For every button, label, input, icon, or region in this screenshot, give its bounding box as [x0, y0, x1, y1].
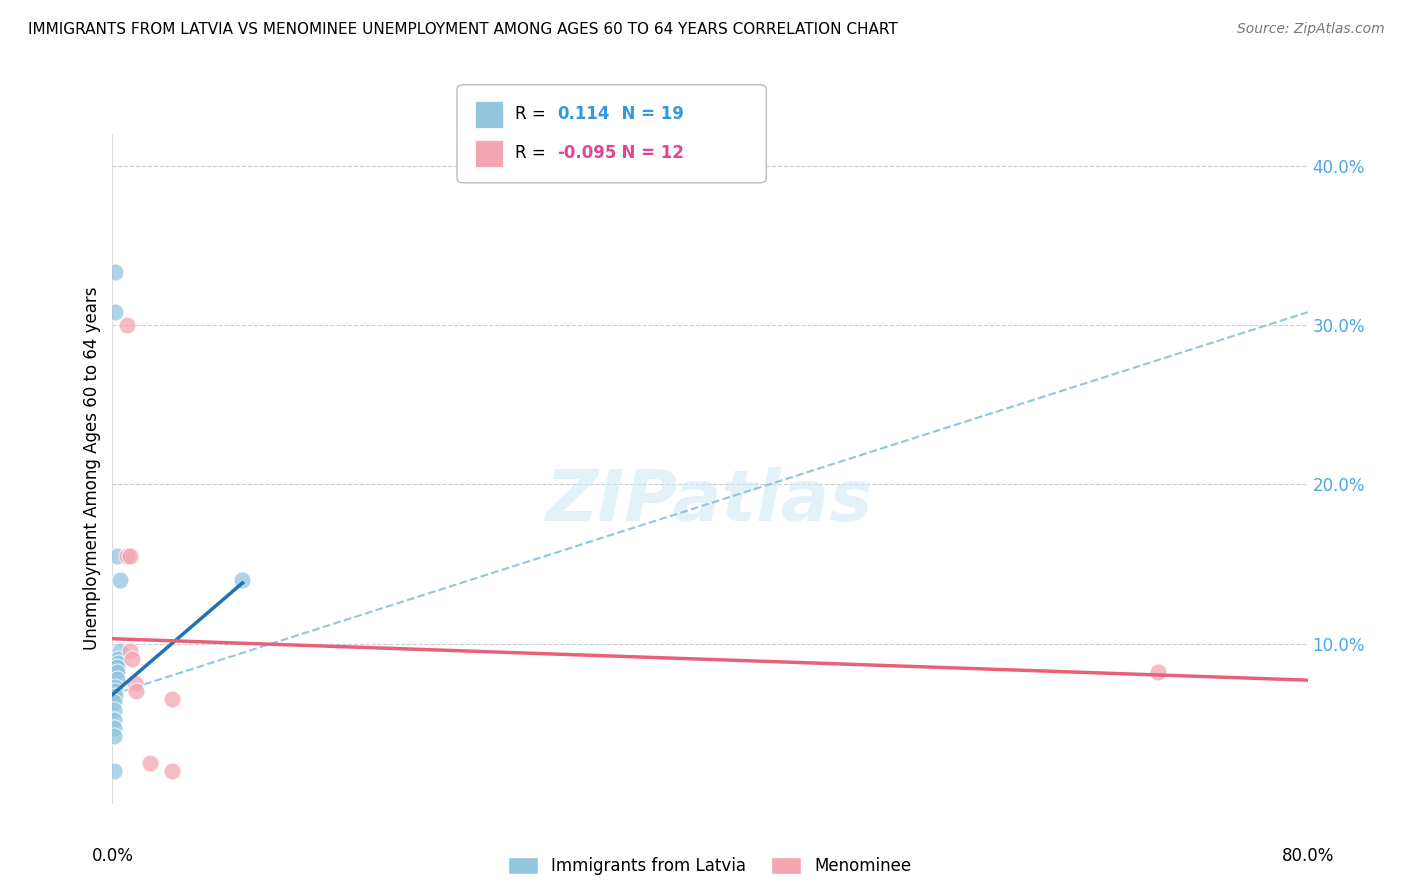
Point: [104, 265, 127, 279]
Text: R =: R =: [515, 145, 546, 162]
Text: 0.0%: 0.0%: [91, 847, 134, 865]
Text: IMMIGRANTS FROM LATVIA VS MENOMINEE UNEMPLOYMENT AMONG AGES 60 TO 64 YEARS CORRE: IMMIGRANTS FROM LATVIA VS MENOMINEE UNEM…: [28, 22, 898, 37]
Point: [231, 573, 253, 587]
Text: 80.0%: 80.0%: [1281, 847, 1334, 865]
Point: [120, 644, 142, 658]
Legend: Immigrants from Latvia, Menominee: Immigrants from Latvia, Menominee: [502, 850, 918, 881]
Point: [117, 549, 139, 563]
Point: [1147, 665, 1170, 680]
Point: [104, 305, 127, 319]
Point: [107, 652, 129, 666]
Point: [105, 549, 128, 563]
Point: [103, 729, 125, 743]
Text: ZIPatlas: ZIPatlas: [547, 467, 873, 536]
Point: [105, 665, 128, 680]
Point: [107, 656, 129, 670]
Point: [139, 756, 162, 770]
Point: [108, 644, 131, 658]
Y-axis label: Unemployment Among Ages 60 to 64 years: Unemployment Among Ages 60 to 64 years: [83, 286, 101, 650]
Point: [124, 676, 146, 690]
Text: -0.095: -0.095: [557, 145, 616, 162]
Point: [104, 684, 127, 698]
Point: [162, 764, 183, 778]
Point: [105, 660, 128, 674]
Point: [104, 680, 127, 694]
Point: [103, 703, 125, 717]
Text: Source: ZipAtlas.com: Source: ZipAtlas.com: [1237, 22, 1385, 37]
Text: N = 12: N = 12: [610, 145, 685, 162]
Point: [125, 684, 148, 698]
Text: N = 19: N = 19: [610, 105, 685, 123]
Point: [103, 696, 125, 710]
Point: [103, 713, 125, 727]
Point: [103, 721, 125, 735]
Text: 0.114: 0.114: [557, 105, 609, 123]
Point: [117, 318, 139, 332]
Point: [108, 573, 131, 587]
Point: [120, 549, 142, 563]
Point: [105, 672, 128, 686]
Text: R =: R =: [515, 105, 551, 123]
Point: [104, 689, 127, 703]
Point: [162, 692, 183, 706]
Point: [121, 652, 143, 666]
Point: [103, 764, 125, 778]
